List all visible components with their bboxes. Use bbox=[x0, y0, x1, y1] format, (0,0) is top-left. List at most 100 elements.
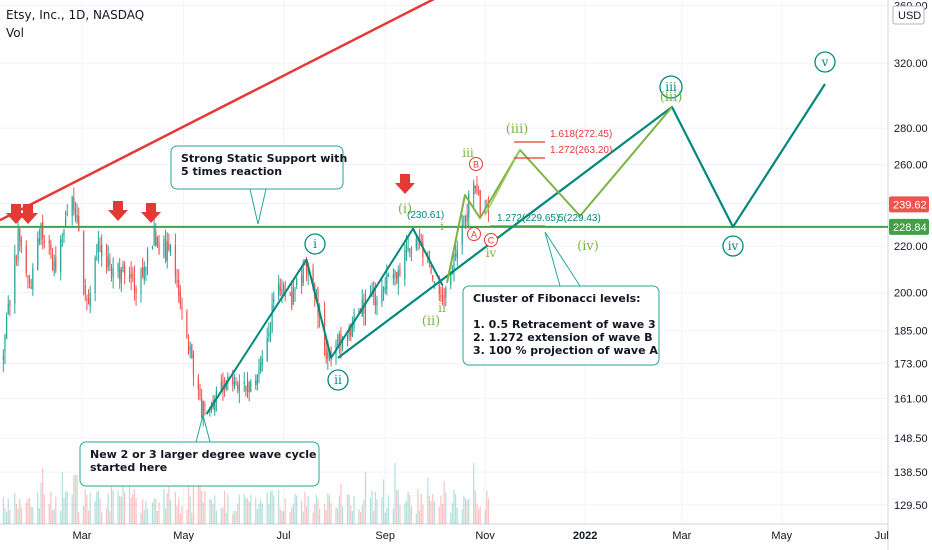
volume-bar bbox=[245, 497, 247, 524]
volume-bar bbox=[477, 509, 480, 524]
candle-body bbox=[110, 267, 113, 278]
volume-bar bbox=[376, 499, 378, 524]
candle-body bbox=[292, 287, 295, 304]
volume-bar bbox=[156, 510, 158, 524]
candle-body bbox=[25, 245, 27, 274]
candle-body bbox=[105, 244, 108, 270]
volume-bar bbox=[223, 490, 226, 524]
volume-bar bbox=[432, 494, 434, 524]
candle-body bbox=[168, 242, 170, 250]
candle-body bbox=[350, 324, 352, 337]
volume-bar bbox=[278, 490, 280, 524]
volume-bar bbox=[176, 505, 178, 524]
volume-bar bbox=[158, 502, 160, 524]
volume-bar bbox=[417, 489, 419, 524]
candle-body bbox=[130, 273, 132, 279]
volume-bar bbox=[292, 503, 295, 524]
candle-body bbox=[453, 255, 455, 273]
candle-body bbox=[328, 355, 331, 357]
candle-body bbox=[135, 288, 137, 294]
candle-body bbox=[220, 382, 222, 390]
candle-body bbox=[341, 341, 344, 348]
x-tick-label: Mar bbox=[73, 530, 92, 542]
candle-body bbox=[291, 291, 293, 308]
y-tick-label: 220.00 bbox=[894, 241, 928, 253]
volume-bar bbox=[381, 497, 383, 524]
volume-bar bbox=[107, 493, 109, 524]
candle-body bbox=[399, 269, 401, 275]
wave-label-iii-minor: iii bbox=[462, 146, 474, 160]
volume-bar bbox=[445, 492, 447, 524]
y-axis-labels: 129.50 138.50 148.50 161.00 173.00 185.00 200.… bbox=[894, 0, 928, 512]
candle-body bbox=[164, 239, 167, 261]
volume-bar bbox=[19, 498, 21, 524]
candle-body bbox=[197, 377, 199, 389]
candle-body bbox=[15, 256, 18, 258]
candle-body bbox=[120, 269, 122, 284]
volume-bar bbox=[300, 500, 303, 524]
candle-body bbox=[61, 240, 63, 242]
candle-body bbox=[78, 215, 80, 232]
volume-bar bbox=[192, 454, 195, 524]
volume-bar bbox=[382, 479, 385, 524]
candle-body bbox=[353, 311, 355, 328]
candle-body bbox=[153, 227, 155, 246]
wave-label-paren-i: (i) bbox=[398, 202, 412, 217]
volume-bar bbox=[337, 508, 339, 524]
volume-bar bbox=[341, 506, 344, 524]
fib-label-wave-5: 5(229.43) bbox=[558, 213, 601, 224]
volume-bar bbox=[484, 510, 486, 524]
y-tick-label: 185.00 bbox=[894, 326, 928, 338]
volume-bar bbox=[353, 496, 355, 524]
volume-bar bbox=[410, 506, 412, 524]
volume-bars bbox=[2, 454, 490, 524]
volume-bar bbox=[291, 507, 293, 524]
candle-body bbox=[477, 191, 480, 193]
volume-bar bbox=[314, 504, 316, 524]
volume-bar bbox=[169, 499, 172, 524]
candle-body bbox=[364, 298, 367, 314]
volume-bar bbox=[294, 493, 296, 524]
candle-body bbox=[166, 241, 168, 262]
volume-bar bbox=[178, 497, 180, 524]
candle-body bbox=[376, 299, 378, 306]
volume-bar bbox=[315, 494, 317, 524]
wave-label-A-text: A bbox=[471, 230, 477, 240]
volume-bar bbox=[420, 493, 422, 524]
volume-bar bbox=[201, 490, 203, 524]
volume-bar bbox=[209, 499, 211, 524]
volume-bar bbox=[89, 492, 91, 524]
volume-bar bbox=[214, 495, 216, 524]
candle-body bbox=[63, 229, 65, 236]
wave-projection-intermediate bbox=[446, 106, 673, 284]
candle-body bbox=[327, 352, 329, 359]
volume-bar bbox=[346, 494, 349, 524]
y-tick-label: 161.00 bbox=[894, 394, 928, 406]
volume-bar bbox=[37, 492, 39, 524]
symbol-title: Etsy, Inc., 1D, NASDAQ bbox=[6, 8, 145, 22]
candle-body bbox=[238, 383, 240, 392]
candle-body bbox=[96, 251, 98, 253]
candle-body bbox=[392, 274, 394, 279]
red-down-arrow bbox=[141, 203, 161, 223]
candle-body bbox=[338, 333, 340, 345]
x-tick-label: Jul bbox=[875, 530, 889, 542]
volume-bar bbox=[250, 494, 252, 524]
wave-label-v-text: v bbox=[821, 55, 829, 69]
wave-labels: iiiiiiivv(i)(ii)(iii)(iv)(iii)iiiiviiiAB… bbox=[304, 51, 836, 391]
volume-bar bbox=[210, 499, 213, 524]
volume-bar bbox=[258, 503, 260, 524]
volume-bar bbox=[307, 496, 309, 524]
candle-body bbox=[358, 309, 360, 313]
volume-bar bbox=[474, 491, 476, 524]
candle-body bbox=[266, 337, 268, 362]
candle-body bbox=[192, 353, 195, 375]
volume-bar bbox=[486, 490, 488, 524]
candle-body bbox=[202, 401, 204, 419]
candle-body bbox=[415, 238, 417, 249]
volume-bar bbox=[7, 498, 9, 524]
wave-label-B-ring bbox=[469, 157, 483, 171]
wave-label-v-ring bbox=[814, 51, 836, 73]
volume-bar bbox=[438, 506, 440, 524]
